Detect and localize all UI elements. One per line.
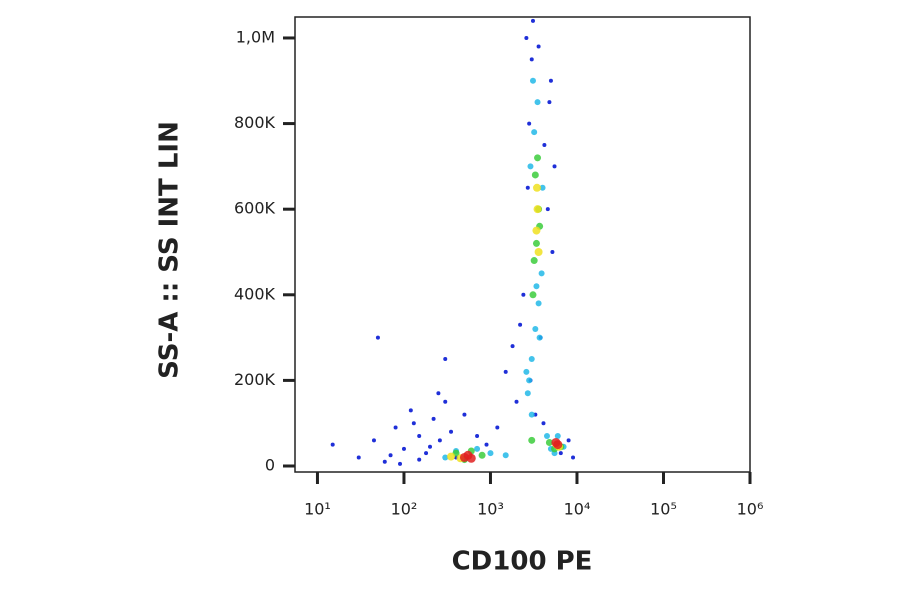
point — [417, 434, 422, 439]
point — [536, 44, 541, 49]
point — [443, 399, 448, 404]
point — [443, 356, 448, 361]
point — [518, 322, 523, 327]
point — [510, 344, 515, 349]
point — [535, 300, 542, 307]
point — [466, 453, 476, 463]
point — [442, 454, 449, 461]
plot-frame — [294, 16, 751, 473]
point — [534, 99, 541, 106]
point — [478, 451, 486, 459]
point — [543, 433, 550, 440]
point — [514, 399, 519, 404]
point — [525, 185, 530, 190]
point — [424, 451, 429, 456]
point — [528, 411, 535, 418]
x-tick-label: 10⁶ — [737, 500, 764, 519]
point — [447, 452, 456, 461]
y-tick-label: 400K — [234, 284, 276, 303]
point — [554, 433, 561, 440]
point — [541, 421, 546, 426]
point — [532, 239, 540, 247]
point — [375, 335, 380, 340]
point — [530, 257, 538, 265]
x-tick-label: 10³ — [477, 500, 504, 519]
point — [524, 390, 531, 397]
point — [571, 455, 576, 460]
point — [532, 326, 539, 333]
point — [566, 438, 571, 443]
point — [527, 163, 534, 170]
point — [528, 355, 535, 362]
point — [531, 129, 538, 136]
point — [545, 207, 550, 212]
point — [526, 377, 533, 384]
point — [474, 445, 481, 452]
point — [536, 334, 543, 341]
point — [393, 425, 398, 430]
point — [552, 164, 557, 169]
point — [529, 77, 536, 84]
point — [428, 444, 433, 449]
point — [521, 292, 526, 297]
point — [417, 457, 422, 462]
x-axis-title: CD100 PE — [452, 547, 593, 577]
point — [388, 453, 393, 458]
y-tick-label: 200K — [234, 370, 276, 389]
point — [356, 455, 361, 460]
point — [533, 283, 540, 290]
point — [401, 446, 406, 451]
point — [533, 205, 542, 214]
y-tick-label: 1,0M — [236, 27, 275, 46]
point — [436, 391, 441, 396]
point — [534, 154, 542, 162]
point — [523, 368, 530, 375]
point — [532, 226, 541, 235]
point — [371, 438, 376, 443]
point — [495, 425, 500, 430]
point — [529, 291, 537, 299]
point — [538, 270, 545, 277]
point — [411, 421, 416, 426]
point — [408, 408, 413, 413]
point — [534, 247, 543, 256]
point — [545, 438, 553, 446]
point — [529, 57, 534, 62]
point — [550, 249, 555, 254]
point — [437, 438, 442, 443]
point — [530, 18, 535, 23]
y-tick-label: 0 — [265, 456, 275, 475]
point — [449, 429, 454, 434]
point — [533, 183, 542, 192]
x-tick-label: 10⁵ — [650, 500, 677, 519]
point — [558, 451, 563, 456]
point — [503, 369, 508, 374]
point — [528, 436, 536, 444]
point — [431, 416, 436, 421]
x-tick-label: 10¹ — [304, 500, 331, 519]
point — [542, 142, 547, 147]
point — [539, 184, 546, 191]
x-tick-label: 10² — [391, 500, 418, 519]
point — [382, 459, 387, 464]
point — [462, 412, 467, 417]
point — [398, 461, 403, 466]
point — [551, 437, 561, 447]
y-tick-label: 600K — [234, 199, 276, 218]
point — [475, 434, 480, 439]
point — [527, 121, 532, 126]
point — [487, 450, 494, 457]
point — [330, 442, 335, 447]
y-axis-title: SS-A :: SS INT LIN — [155, 121, 185, 379]
y-tick-label: 800K — [234, 113, 276, 132]
point — [531, 171, 539, 179]
x-tick-label: 10⁴ — [564, 500, 591, 519]
point — [484, 442, 489, 447]
point — [524, 35, 529, 40]
point — [547, 100, 552, 105]
point — [548, 78, 553, 83]
point — [502, 452, 509, 459]
